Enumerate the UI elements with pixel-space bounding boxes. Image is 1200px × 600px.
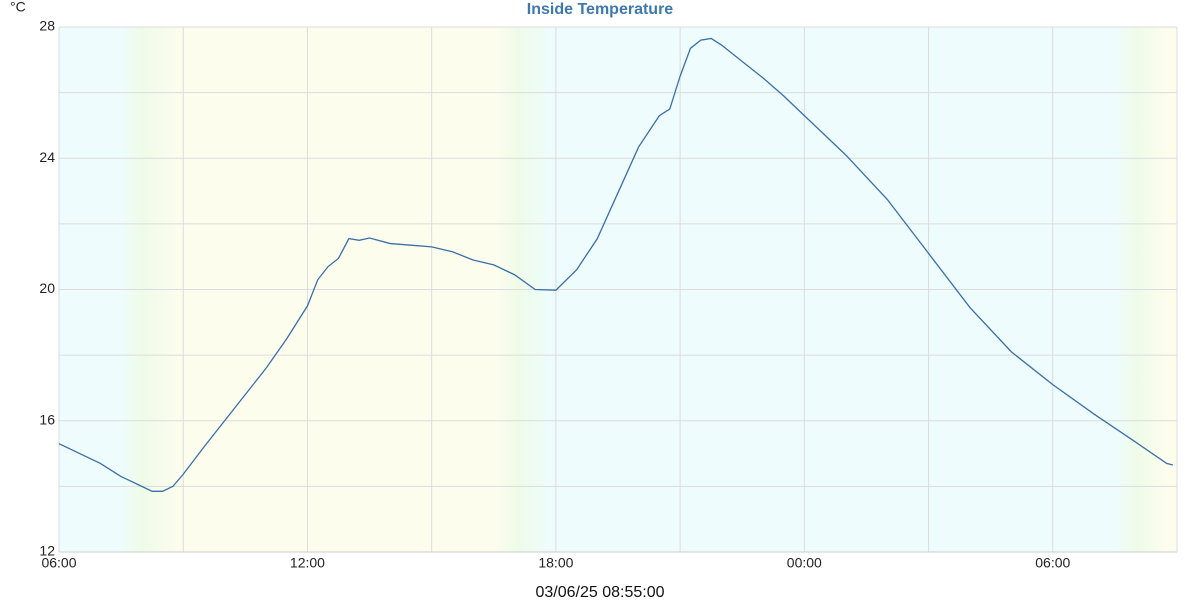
y-tick-label: 20 xyxy=(39,280,55,296)
y-tick-label: 16 xyxy=(39,411,55,427)
x-tick-label: 18:00 xyxy=(538,555,573,571)
y-axis-unit: °C xyxy=(10,0,26,15)
x-tick-label: 06:00 xyxy=(41,555,76,571)
y-tick-label: 12 xyxy=(39,543,55,559)
x-tick-label: 12:00 xyxy=(290,555,325,571)
x-tick-label: 00:00 xyxy=(787,555,822,571)
y-tick-label: 24 xyxy=(39,149,55,165)
x-tick-label: 06:00 xyxy=(1035,555,1070,571)
timestamp: 03/06/25 08:55:00 xyxy=(535,584,664,600)
y-tick-label: 28 xyxy=(39,18,55,34)
chart-title: Inside Temperature xyxy=(527,1,674,18)
temperature-line xyxy=(58,37,1174,492)
